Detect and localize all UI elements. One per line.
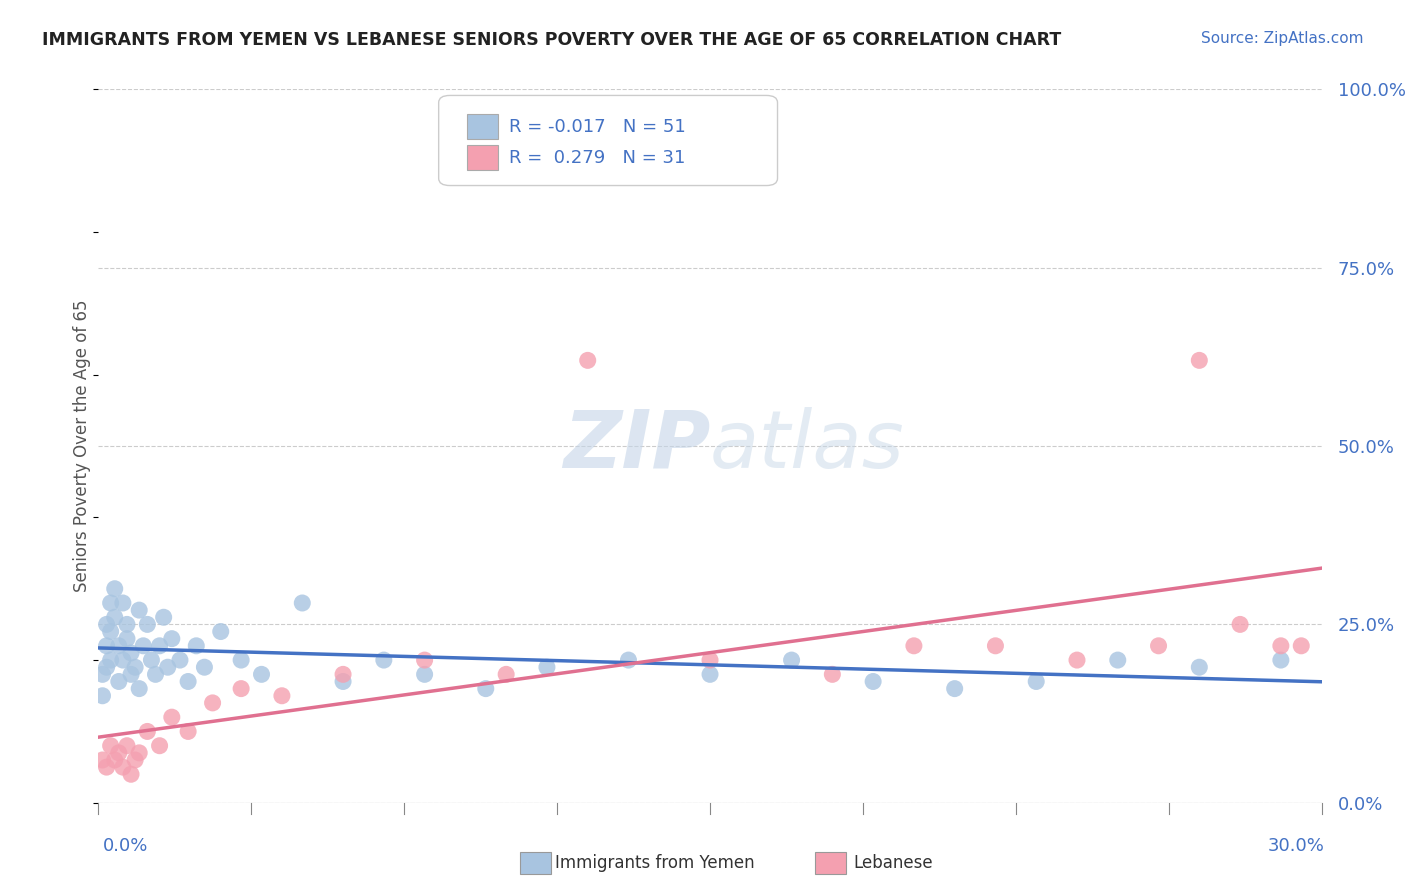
- Point: [231, 681, 253, 696]
- Point: [160, 632, 183, 646]
- Point: [1270, 639, 1292, 653]
- Point: [821, 667, 844, 681]
- Point: [984, 639, 1007, 653]
- Point: [115, 617, 138, 632]
- Point: [115, 739, 138, 753]
- Point: [209, 624, 232, 639]
- Point: [193, 660, 215, 674]
- Text: Source: ZipAtlas.com: Source: ZipAtlas.com: [1201, 31, 1364, 46]
- Point: [132, 639, 155, 653]
- Point: [124, 753, 146, 767]
- Point: [104, 582, 127, 596]
- Point: [120, 767, 142, 781]
- Point: [100, 624, 122, 639]
- Point: [136, 724, 159, 739]
- Point: [152, 610, 174, 624]
- Point: [699, 667, 721, 681]
- Point: [96, 760, 118, 774]
- Point: [291, 596, 314, 610]
- Point: [104, 753, 127, 767]
- Point: [1229, 617, 1251, 632]
- Point: [201, 696, 224, 710]
- Point: [332, 667, 354, 681]
- Point: [96, 639, 118, 653]
- Point: [120, 667, 142, 681]
- Point: [576, 353, 599, 368]
- Text: IMMIGRANTS FROM YEMEN VS LEBANESE SENIORS POVERTY OVER THE AGE OF 65 CORRELATION: IMMIGRANTS FROM YEMEN VS LEBANESE SENIOR…: [42, 31, 1062, 49]
- Text: R =  0.279   N = 31: R = 0.279 N = 31: [509, 149, 685, 167]
- Point: [186, 639, 208, 653]
- Point: [149, 639, 172, 653]
- Point: [111, 653, 134, 667]
- Text: Immigrants from Yemen: Immigrants from Yemen: [555, 855, 755, 872]
- Point: [160, 710, 183, 724]
- Point: [780, 653, 803, 667]
- Point: [474, 681, 498, 696]
- Point: [128, 746, 150, 760]
- Point: [1188, 353, 1211, 368]
- Point: [124, 660, 146, 674]
- Point: [100, 739, 122, 753]
- Point: [536, 660, 558, 674]
- Point: [169, 653, 191, 667]
- Point: [111, 596, 134, 610]
- Point: [943, 681, 966, 696]
- Point: [862, 674, 884, 689]
- Point: [104, 610, 127, 624]
- Point: [149, 739, 172, 753]
- Point: [1066, 653, 1088, 667]
- Point: [100, 596, 122, 610]
- Point: [115, 632, 138, 646]
- Point: [136, 617, 159, 632]
- Point: [1270, 653, 1292, 667]
- Point: [91, 689, 114, 703]
- Point: [108, 674, 131, 689]
- Text: 0.0%: 0.0%: [103, 837, 148, 855]
- Point: [128, 603, 150, 617]
- Point: [91, 667, 114, 681]
- Text: 30.0%: 30.0%: [1268, 837, 1324, 855]
- Point: [699, 653, 721, 667]
- Point: [1107, 653, 1129, 667]
- Point: [1188, 660, 1211, 674]
- Point: [413, 653, 436, 667]
- Point: [332, 674, 354, 689]
- Point: [270, 689, 294, 703]
- Text: atlas: atlas: [710, 407, 905, 485]
- Point: [1025, 674, 1047, 689]
- Point: [91, 753, 114, 767]
- Point: [413, 667, 436, 681]
- Point: [177, 674, 200, 689]
- Point: [128, 681, 150, 696]
- Point: [108, 746, 131, 760]
- Text: ZIP: ZIP: [562, 407, 710, 485]
- Point: [141, 653, 163, 667]
- Point: [108, 639, 131, 653]
- Point: [177, 724, 200, 739]
- Point: [156, 660, 179, 674]
- Point: [373, 653, 395, 667]
- Point: [250, 667, 273, 681]
- Point: [495, 667, 517, 681]
- Y-axis label: Seniors Poverty Over the Age of 65: Seniors Poverty Over the Age of 65: [73, 300, 91, 592]
- Point: [1291, 639, 1313, 653]
- Point: [100, 653, 122, 667]
- Point: [111, 760, 134, 774]
- Text: Lebanese: Lebanese: [853, 855, 934, 872]
- Point: [617, 653, 640, 667]
- Point: [1147, 639, 1170, 653]
- Point: [231, 653, 253, 667]
- Point: [120, 646, 142, 660]
- Text: R = -0.017   N = 51: R = -0.017 N = 51: [509, 118, 686, 136]
- Point: [96, 617, 118, 632]
- Point: [96, 660, 118, 674]
- Point: [903, 639, 925, 653]
- Point: [145, 667, 167, 681]
